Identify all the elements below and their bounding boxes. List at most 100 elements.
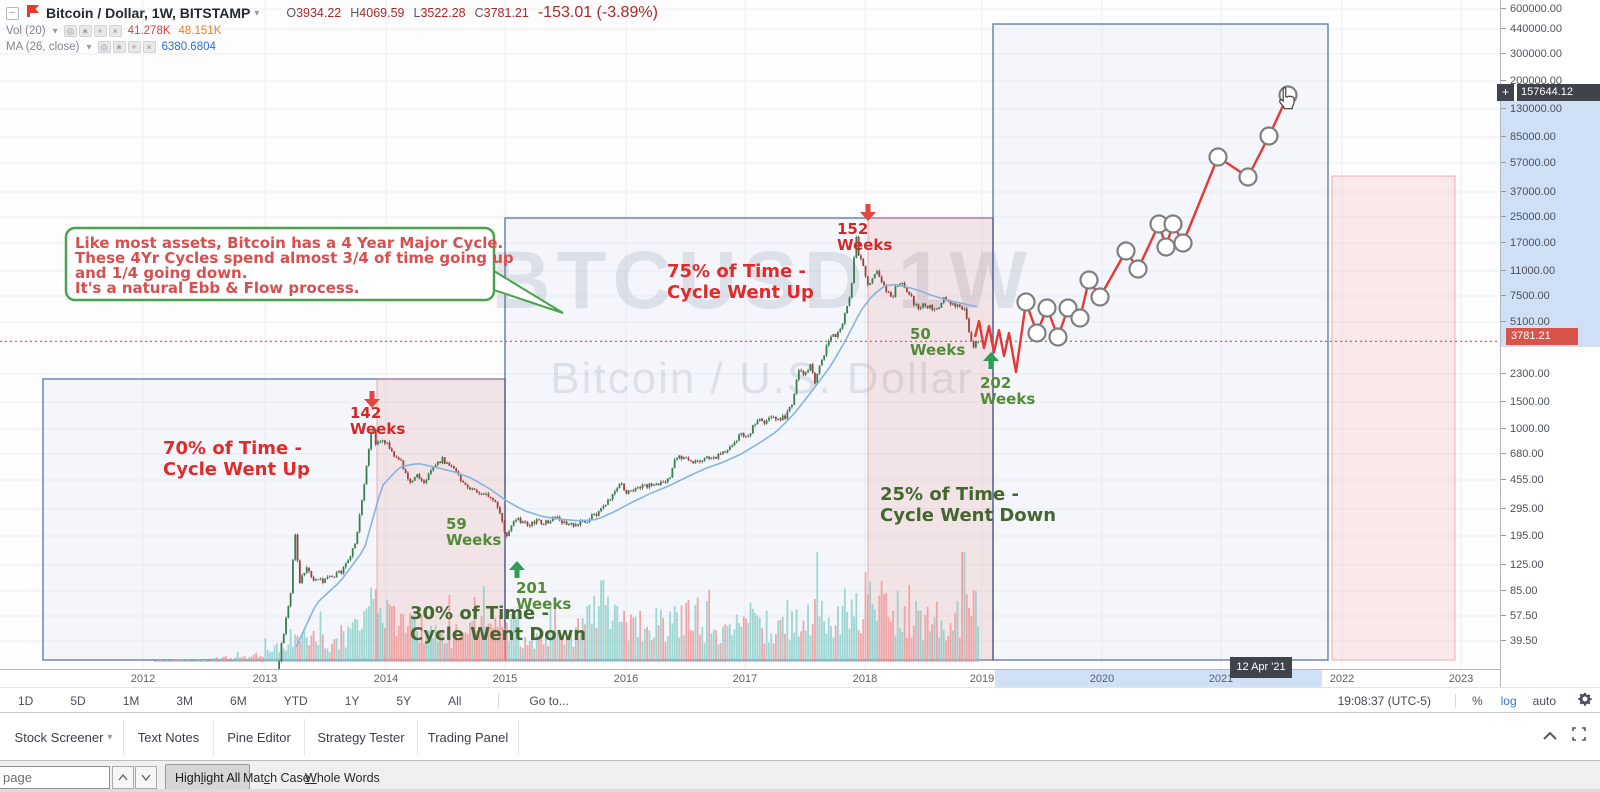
time-axis[interactable]: 2012 2013 2014 2015 2016 2017 2018 2019 2020 2021… (0, 669, 1600, 688)
tab-trading-panel[interactable]: Trading Panel (418, 719, 519, 755)
indicator-label[interactable]: Vol (20) (6, 25, 46, 37)
projection-handle[interactable] (1070, 308, 1090, 328)
find-next-button[interactable] (135, 766, 157, 789)
settings-icon[interactable]: ∗ (112, 41, 126, 53)
range-button-1y[interactable]: 1Y (344, 693, 360, 708)
percent-scale-button[interactable]: % (1471, 693, 1483, 708)
close-icon[interactable]: × (108, 25, 122, 37)
pct-70-up: Cycle Went Up (163, 459, 310, 480)
range-button-6m[interactable]: 6M (230, 693, 247, 708)
projection-handle[interactable] (1016, 292, 1036, 312)
tab-pine-editor[interactable]: Pine Editor (214, 719, 305, 755)
projection-handle[interactable] (1259, 126, 1279, 146)
indicator-value: 48.151K (178, 25, 222, 37)
year-label-2013: 2013 (252, 673, 278, 685)
projection-handle[interactable] (1173, 233, 1193, 253)
close-icon[interactable]: × (142, 41, 156, 53)
range-button-ytd[interactable]: YTD (283, 693, 308, 708)
chart-canvas[interactable]: BTCUSD 1WBitcoin / U.S. Dollar70% of Tim… (0, 0, 1500, 669)
ohlc-value: 4069.59 (359, 6, 405, 20)
range-button-all[interactable]: All (448, 693, 462, 708)
price-tick: 17000.00 (1501, 237, 1600, 249)
maximize-icon[interactable] (1572, 727, 1586, 746)
find-previous-button[interactable] (112, 766, 134, 789)
highlight-all-button[interactable]: High l ight All (165, 764, 251, 791)
tab-text-notes[interactable]: Text Notes (124, 719, 214, 755)
caret-down-icon[interactable]: ▾ (52, 25, 58, 37)
settings-icon[interactable]: ∗ (78, 25, 92, 37)
ohlc-key: L (413, 6, 421, 20)
year-label-2022: 2022 (1329, 673, 1355, 685)
pct-30-down: Cycle Went Down (410, 624, 586, 645)
cycle-arrows (364, 204, 999, 578)
auto-scale-button[interactable]: auto (1532, 693, 1556, 708)
range-button-5y[interactable]: 5Y (396, 693, 412, 708)
gear-icon[interactable] (1578, 692, 1592, 709)
caret-down-icon[interactable]: ▾ (254, 7, 260, 19)
up-arrow-icon (509, 561, 525, 578)
year-label-2019: 2019 (969, 673, 995, 685)
indicator-label[interactable]: MA (26, close) (6, 41, 80, 53)
range-button-1m[interactable]: 1M (122, 693, 140, 708)
divider (498, 693, 500, 708)
watermark: BTCUSD 1W Bitcoin / U.S. Dollar (491, 235, 1026, 403)
visibility-icon[interactable]: ◎ (63, 25, 77, 37)
match-case-toggle[interactable]: Mat c h Case (243, 770, 310, 785)
add-icon[interactable]: + (93, 25, 107, 37)
projection-handle[interactable] (1128, 259, 1148, 279)
candles (276, 235, 980, 669)
range-button-5d[interactable]: 5D (70, 693, 86, 708)
date-tooltip: 12 Apr '21 (1230, 657, 1292, 678)
projection-drawing[interactable] (973, 85, 1298, 374)
find-input[interactable] (0, 766, 110, 789)
indicator-row-ma: MA (26, close) ▾ ◎ ∗ + × 6380.6804 (6, 39, 658, 55)
log-scale-button[interactable]: log (1500, 693, 1517, 708)
add-alert-plus-icon[interactable]: + (1497, 84, 1514, 101)
price-tick: 11000.00 (1501, 265, 1600, 277)
price-tick: 7500.00 (1501, 290, 1600, 302)
range-button-1d[interactable]: 1D (18, 693, 34, 708)
weeks-201: 201 (516, 579, 547, 597)
projection-handle[interactable] (1163, 214, 1183, 234)
note-bubble[interactable]: Like most assets, Bitcoin has a 4 Year M… (64, 226, 564, 314)
price-axis[interactable]: 600000.00 440000.00 300000.00 200000.00 1300… (1497, 0, 1600, 687)
weeks-59: 59 (446, 515, 467, 533)
projection-handle[interactable] (1027, 323, 1047, 343)
chart-legend: − Bitcoin / Dollar, 1W, BITSTAMP ▾ O3934… (6, 4, 658, 55)
pct-75-up: 75% of Time - (667, 261, 806, 282)
projection-handle[interactable] (1238, 167, 1258, 187)
chevron-up-icon[interactable] (1542, 728, 1558, 746)
add-icon[interactable]: + (127, 41, 141, 53)
caret-down-icon[interactable]: ▾ (86, 41, 92, 53)
indicator-value: 41.278K (127, 25, 171, 37)
price-tick: 295.00 (1501, 503, 1600, 515)
symbol-title[interactable]: Bitcoin / Dollar, 1W, BITSTAMP (46, 5, 251, 21)
projection-handle[interactable] (1156, 237, 1176, 257)
cycle1-up-box[interactable] (42, 378, 506, 661)
projection-handle[interactable] (1208, 147, 1228, 167)
weeks-50: 50 (910, 325, 931, 343)
up-arrow-icon (983, 352, 999, 369)
go-to-button[interactable]: Go to... (529, 693, 569, 708)
cycle3-down-box[interactable] (1331, 175, 1456, 661)
price-tick: 57000.00 (1501, 157, 1600, 169)
price-axis-selection-band (1501, 101, 1600, 347)
cycle2-up-box[interactable] (504, 217, 994, 661)
tab-strategy-tester[interactable]: Strategy Tester (305, 719, 418, 755)
flag-icon[interactable] (26, 4, 40, 23)
projection-handle[interactable] (1048, 327, 1068, 347)
tab-stock-screener[interactable]: Stock Screener ▾ (4, 719, 124, 755)
price-tick: 57.50 (1501, 610, 1600, 622)
projection-handle[interactable] (1058, 298, 1078, 318)
collapse-icon[interactable]: − (6, 6, 19, 20)
projection-handle[interactable] (1079, 270, 1099, 290)
projection-handle[interactable] (1090, 287, 1110, 307)
projection-handle[interactable] (1116, 241, 1136, 261)
clock[interactable]: 19:08:37 (UTC-5) (1337, 693, 1431, 708)
range-button-3m[interactable]: 3M (176, 693, 194, 708)
projection-handle[interactable] (1037, 298, 1057, 318)
visibility-icon[interactable]: ◎ (97, 41, 111, 53)
weeks-152: Weeks (837, 236, 892, 254)
